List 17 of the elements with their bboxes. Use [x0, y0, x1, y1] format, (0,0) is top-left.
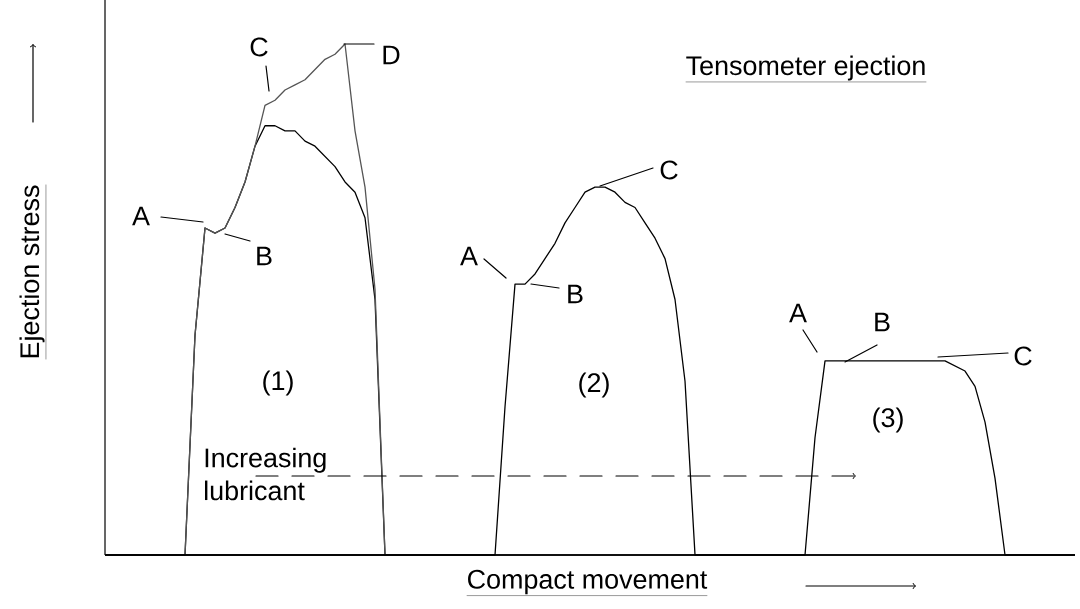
chart-title: Tensometer ejection [686, 55, 925, 81]
annotation: B [257, 246, 272, 266]
annotation: Increasing lubricant [205, 447, 326, 501]
annotation: B [568, 284, 583, 304]
annotation: (3) [873, 407, 903, 433]
annotation: A [132, 206, 150, 226]
annotation: D [383, 45, 400, 65]
annotation: (2) [579, 372, 609, 398]
annotation: A [789, 303, 807, 323]
annotation: C [660, 160, 678, 180]
annotation: C [1014, 346, 1032, 366]
annotation: A [460, 246, 478, 266]
annotation: (1) [263, 370, 293, 396]
annotation: B [875, 312, 890, 332]
annotation: C [250, 37, 268, 57]
x-axis-title: Compact movement [468, 569, 708, 595]
y-axis-title: Ejection stress [19, 185, 45, 358]
